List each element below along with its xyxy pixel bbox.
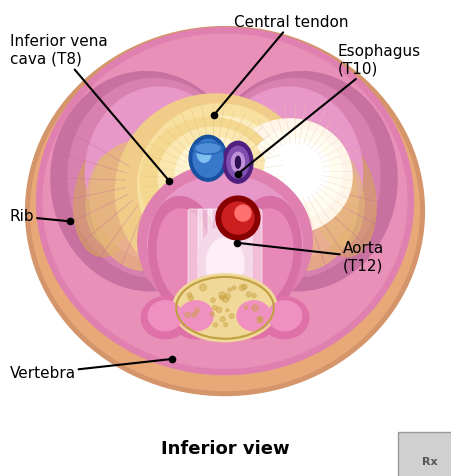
Ellipse shape [43,34,407,368]
Ellipse shape [311,151,364,245]
Circle shape [244,306,248,309]
FancyBboxPatch shape [238,209,252,308]
Ellipse shape [148,301,182,331]
Ellipse shape [179,301,213,331]
Text: Inferior vena
cava (T8): Inferior vena cava (T8) [9,34,169,181]
Circle shape [216,196,260,240]
Circle shape [224,323,228,327]
Ellipse shape [193,139,223,177]
Circle shape [219,292,226,298]
Ellipse shape [223,141,253,183]
Ellipse shape [189,135,227,181]
FancyBboxPatch shape [248,209,262,308]
Ellipse shape [248,129,342,219]
Ellipse shape [264,139,329,204]
Circle shape [187,293,192,298]
Ellipse shape [26,27,424,396]
Ellipse shape [138,164,312,318]
Ellipse shape [235,156,240,168]
FancyBboxPatch shape [228,209,242,308]
Ellipse shape [157,209,213,303]
Ellipse shape [307,139,376,257]
Ellipse shape [206,238,244,290]
Ellipse shape [206,79,380,278]
Ellipse shape [258,142,358,270]
Circle shape [242,284,247,289]
Ellipse shape [172,297,220,339]
Circle shape [212,306,217,310]
Ellipse shape [175,137,255,215]
Circle shape [195,308,199,313]
Circle shape [257,317,263,323]
Ellipse shape [140,118,280,245]
Circle shape [239,285,245,290]
Circle shape [185,312,190,317]
Ellipse shape [115,94,315,288]
Ellipse shape [197,144,211,162]
FancyBboxPatch shape [208,209,222,308]
Text: Aorta
(T12): Aorta (T12) [237,241,384,273]
Circle shape [229,314,234,318]
Circle shape [225,294,230,299]
Circle shape [189,296,193,300]
Ellipse shape [227,119,352,234]
Circle shape [228,288,231,291]
Ellipse shape [157,116,287,246]
Ellipse shape [158,128,268,229]
Circle shape [216,307,222,313]
Ellipse shape [230,297,278,339]
Ellipse shape [228,197,301,316]
Ellipse shape [68,79,243,278]
Ellipse shape [202,71,397,291]
Ellipse shape [231,152,244,172]
Ellipse shape [85,87,235,261]
Ellipse shape [173,274,277,342]
Text: Central tendon: Central tendon [214,15,349,115]
Ellipse shape [196,144,220,153]
Ellipse shape [51,71,245,291]
Ellipse shape [268,301,302,331]
Ellipse shape [86,151,138,245]
Ellipse shape [261,297,309,339]
FancyBboxPatch shape [218,209,232,308]
Ellipse shape [213,87,363,261]
Ellipse shape [74,139,143,257]
Circle shape [220,295,224,300]
Ellipse shape [37,28,414,375]
Ellipse shape [227,146,249,178]
Ellipse shape [148,175,302,313]
Circle shape [222,202,254,234]
Circle shape [211,298,215,302]
Ellipse shape [198,226,253,296]
Ellipse shape [141,297,189,339]
Ellipse shape [193,142,223,154]
Circle shape [246,292,251,297]
Circle shape [192,312,197,317]
Text: Inferior view: Inferior view [161,440,290,458]
FancyBboxPatch shape [198,209,212,308]
Circle shape [258,317,262,321]
Circle shape [222,296,229,302]
Text: Rx: Rx [422,457,438,467]
Circle shape [210,312,214,316]
Circle shape [213,323,217,327]
Circle shape [220,317,225,322]
Text: Rib: Rib [9,209,70,224]
Ellipse shape [237,209,293,303]
FancyBboxPatch shape [188,209,202,308]
Text: Esophagus
(T10): Esophagus (T10) [238,44,421,174]
Ellipse shape [31,31,419,390]
Circle shape [226,309,229,312]
Circle shape [252,293,256,298]
Circle shape [232,286,236,290]
Ellipse shape [90,142,191,270]
Ellipse shape [138,104,302,268]
Ellipse shape [237,301,271,331]
Circle shape [235,205,251,221]
Ellipse shape [149,197,221,316]
Text: Vertebra: Vertebra [9,359,171,381]
Circle shape [252,305,258,311]
Circle shape [200,284,207,291]
